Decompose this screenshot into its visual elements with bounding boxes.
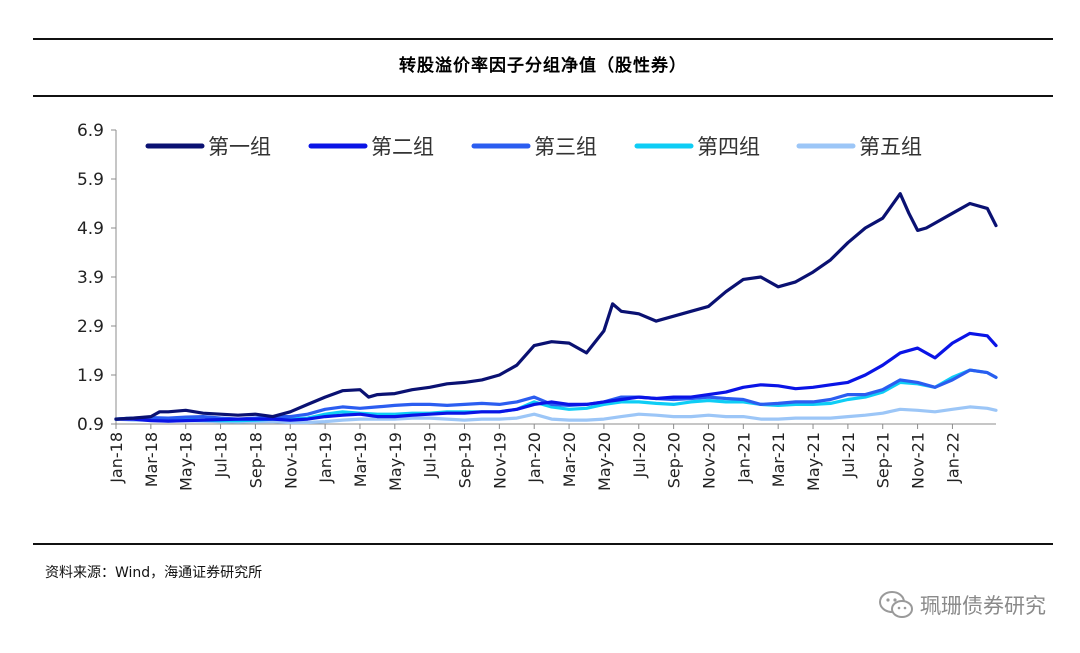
x-tick-label: Jul-20: [630, 432, 649, 478]
x-tick-label: Jul-19: [421, 432, 440, 478]
y-tick-label: 1.9: [77, 366, 104, 386]
x-tick-label: Nov-18: [281, 432, 300, 489]
series-layer: [114, 192, 998, 425]
legend: 第一组 第二组 第三组 第四组 第五组: [145, 135, 922, 159]
x-tick-label: Mar-21: [769, 432, 788, 487]
x-tick-label: Mar-18: [142, 432, 161, 487]
x-tick-label: Sep-20: [665, 432, 684, 488]
chart-title: 转股溢价率因子分组净值（股性券）: [399, 56, 687, 76]
legend-label: 第三组: [534, 135, 597, 159]
x-tick-label: May-21: [804, 432, 823, 491]
x-tick-label: Sep-18: [246, 432, 265, 488]
x-axis: Jan-18 Mar-18 May-18 Jul-18 Sep-18 Nov-18 Jan-…: [107, 423, 996, 491]
series-line-1: [114, 192, 998, 421]
y-tick-label: 2.9: [77, 317, 104, 337]
x-tick-label: Jan-18: [107, 432, 126, 484]
x-tick-label: Jan-22: [943, 432, 962, 484]
x-tick-label: Jul-21: [839, 432, 858, 478]
watermark: 珮珊债券研究: [878, 590, 1046, 620]
x-tick-label: Mar-19: [351, 432, 370, 487]
legend-label: 第四组: [697, 135, 760, 159]
x-tick-label: Jan-21: [734, 432, 753, 484]
y-tick-label: 5.9: [77, 170, 104, 190]
x-tick-label: Jan-19: [316, 432, 335, 484]
y-tick-label: 6.9: [77, 121, 104, 141]
y-tick-label: 4.9: [77, 219, 104, 239]
wechat-icon: [879, 591, 913, 618]
x-tick-label: May-19: [386, 432, 405, 491]
x-tick-label: May-20: [595, 432, 614, 491]
x-tick-label: May-18: [177, 432, 196, 491]
y-tick-label: 3.9: [77, 268, 104, 288]
x-tick-label: Nov-19: [490, 432, 509, 489]
x-tick-label: Jan-20: [525, 432, 544, 484]
title-rule: [33, 95, 1053, 97]
x-tick-label: Nov-21: [909, 432, 928, 489]
x-tick-label: Nov-20: [699, 432, 718, 489]
bottom-rule: [33, 543, 1053, 545]
x-tick-label: Sep-21: [874, 432, 893, 488]
x-tick-label: Mar-20: [560, 432, 579, 487]
y-axis: 0.9 1.9 2.9 3.9 4.9 5.9 6.9: [77, 121, 117, 435]
legend-label: 第二组: [371, 135, 434, 159]
x-tick-label: Jul-18: [212, 432, 231, 478]
legend-label: 第一组: [208, 135, 271, 159]
legend-label: 第五组: [859, 135, 922, 159]
top-rule: [33, 38, 1053, 40]
series-line-3: [114, 368, 998, 421]
y-tick-label: 0.9: [77, 415, 104, 435]
source-note: 资料来源：Wind，海通证券研究所: [45, 565, 263, 581]
series-line-2: [114, 331, 998, 423]
x-tick-label: Sep-19: [456, 432, 475, 488]
series-line-5: [114, 405, 998, 425]
watermark-text: 珮珊债券研究: [920, 594, 1046, 618]
